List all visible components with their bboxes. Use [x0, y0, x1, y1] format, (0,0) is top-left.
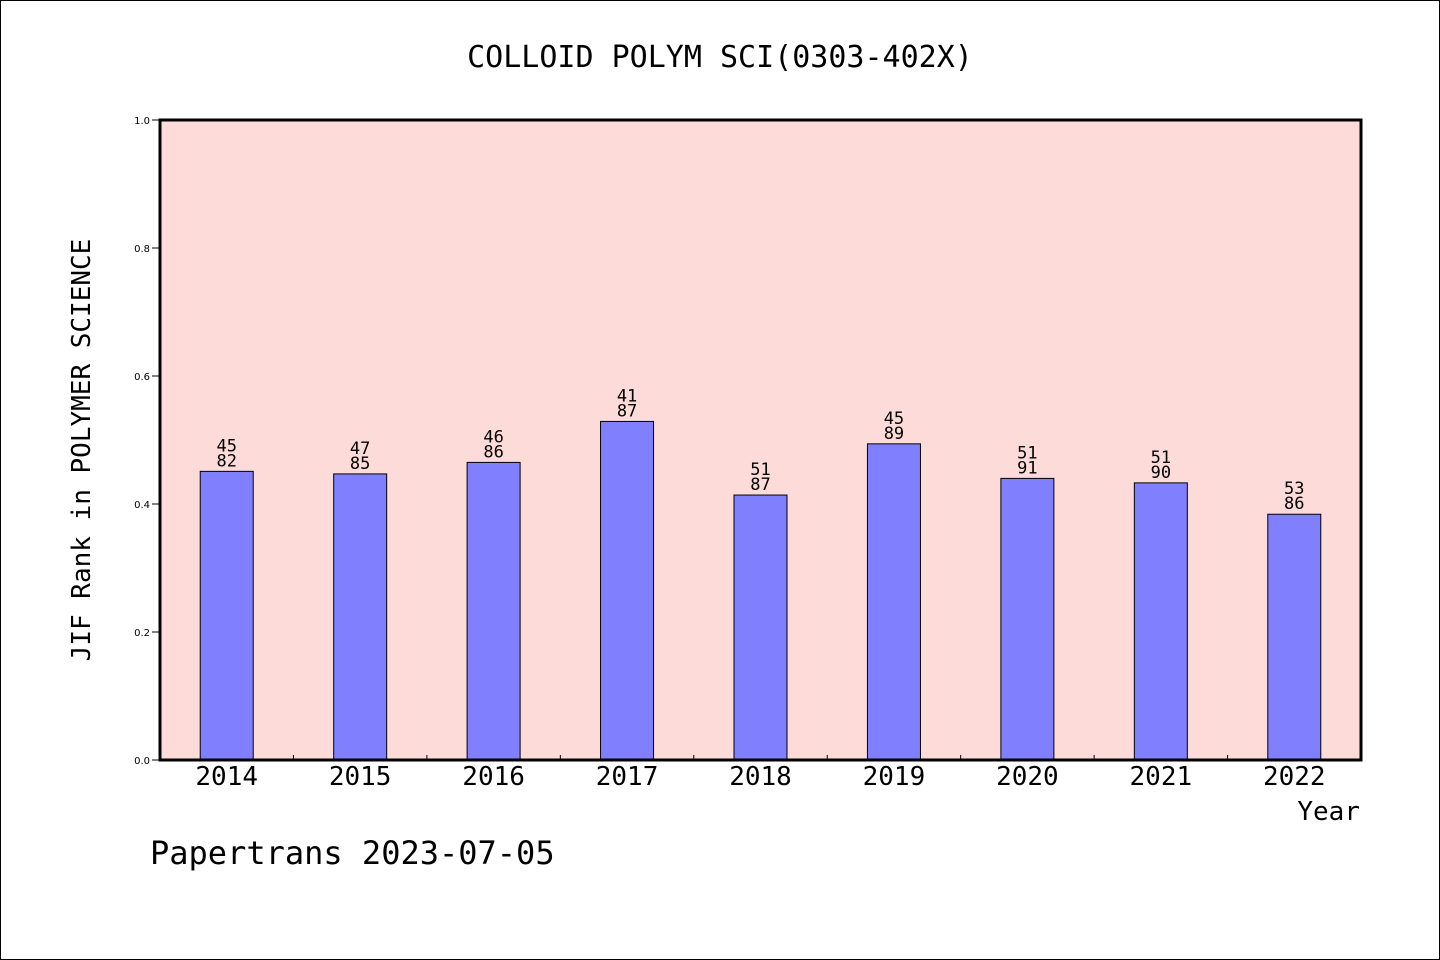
bar-label-2016-total: 86 — [483, 442, 503, 462]
x-tick-label-2017: 2017 — [596, 762, 659, 792]
bar-label-2020-rank: 51 — [1017, 443, 1037, 463]
bar-2016 — [466, 461, 521, 761]
x-tick-label-2020: 2020 — [996, 762, 1059, 792]
x-axis-ticks: 2014 2015 2016 2017 2018 2019 2020 2021 2022 — [195, 755, 1326, 792]
bar-label-2014-total: 82 — [216, 451, 236, 471]
bar-2022 — [1267, 513, 1322, 761]
bar-label-2016-rank: 46 — [483, 427, 503, 447]
bar-label-2020-total: 91 — [1017, 458, 1037, 478]
x-tick-label-2018: 2018 — [729, 762, 792, 792]
bar-label-2014-rank: 45 — [216, 436, 236, 456]
bar-label-2019-total: 89 — [884, 424, 904, 444]
y-tick-label-0.2: 0.2 — [134, 628, 150, 639]
chart-title: COLLOID POLYM SCI(0303-402X) — [467, 40, 973, 75]
bar-label-2015-rank: 47 — [350, 439, 370, 459]
bar-label-2022-rank: 53 — [1284, 479, 1304, 499]
bar-2019 — [866, 443, 921, 761]
y-tick-label-0.6: 0.6 — [134, 372, 150, 383]
bar-label-2019-rank: 45 — [884, 409, 904, 429]
footer-credit: Papertrans 2023-07-05 — [150, 834, 555, 872]
y-axis-label: JIF Rank in POLYMER SCIENCE — [67, 239, 97, 662]
bar-2015 — [333, 473, 388, 761]
y-tick-label-1.0: 1.0 — [134, 116, 150, 127]
bar-2017 — [600, 420, 655, 761]
x-tick-label-2016: 2016 — [462, 762, 525, 792]
bar-label-2015-total: 85 — [350, 454, 370, 474]
bar-label-2017-rank: 41 — [617, 386, 637, 406]
bar-label-2021-total: 90 — [1151, 463, 1171, 483]
x-tick-label-2019: 2019 — [863, 762, 926, 792]
bar-2021 — [1133, 482, 1188, 761]
y-tick-label-0.8: 0.8 — [134, 244, 150, 255]
x-tick-label-2014: 2014 — [195, 762, 258, 792]
bar-label-2022-total: 86 — [1284, 494, 1304, 514]
bar-2014 — [199, 470, 254, 761]
bar-2018 — [733, 494, 788, 761]
bar-label-2017-total: 87 — [617, 401, 637, 421]
y-tick-label-0.0: 0.0 — [134, 756, 150, 767]
bar-label-2018-rank: 51 — [750, 460, 770, 480]
bar-label-2018-total: 87 — [750, 475, 770, 495]
bar-2020 — [1000, 477, 1055, 761]
x-tick-label-2022: 2022 — [1263, 762, 1326, 792]
y-axis-ticks: 0.0 0.2 0.4 0.6 0.8 1.0 — [134, 116, 160, 767]
bar-label-2021-rank: 51 — [1151, 448, 1171, 468]
x-axis-label: Year — [1297, 797, 1360, 827]
bars-group — [199, 420, 1322, 761]
plot-border — [158, 118, 1363, 762]
y-tick-label-0.4: 0.4 — [134, 500, 150, 511]
x-tick-label-2021: 2021 — [1130, 762, 1193, 792]
x-tick-label-2015: 2015 — [329, 762, 392, 792]
